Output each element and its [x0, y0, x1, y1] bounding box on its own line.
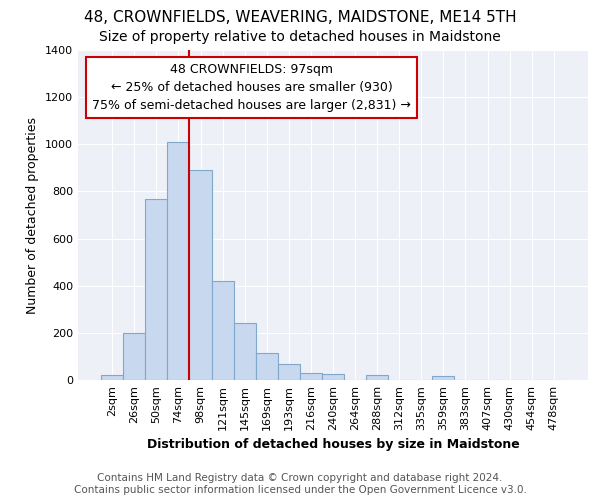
Text: Size of property relative to detached houses in Maidstone: Size of property relative to detached ho…: [99, 30, 501, 44]
Y-axis label: Number of detached properties: Number of detached properties: [26, 116, 40, 314]
Bar: [233, 324, 256, 380]
Bar: [101, 376, 123, 380]
Bar: [278, 364, 300, 380]
Bar: [145, 198, 167, 380]
Bar: [190, 170, 212, 380]
Bar: [123, 333, 145, 380]
Text: Contains HM Land Registry data © Crown copyright and database right 2024.
Contai: Contains HM Land Registry data © Crown c…: [74, 474, 526, 495]
X-axis label: Distribution of detached houses by size in Maidstone: Distribution of detached houses by size …: [146, 438, 520, 452]
Bar: [433, 376, 454, 380]
Bar: [212, 281, 233, 380]
Bar: [300, 373, 322, 380]
Bar: [366, 376, 388, 380]
Text: 48, CROWNFIELDS, WEAVERING, MAIDSTONE, ME14 5TH: 48, CROWNFIELDS, WEAVERING, MAIDSTONE, M…: [83, 10, 517, 25]
Bar: [167, 142, 190, 380]
Bar: [256, 353, 278, 380]
Text: 48 CROWNFIELDS: 97sqm
← 25% of detached houses are smaller (930)
75% of semi-det: 48 CROWNFIELDS: 97sqm ← 25% of detached …: [92, 63, 411, 112]
Bar: [322, 374, 344, 380]
